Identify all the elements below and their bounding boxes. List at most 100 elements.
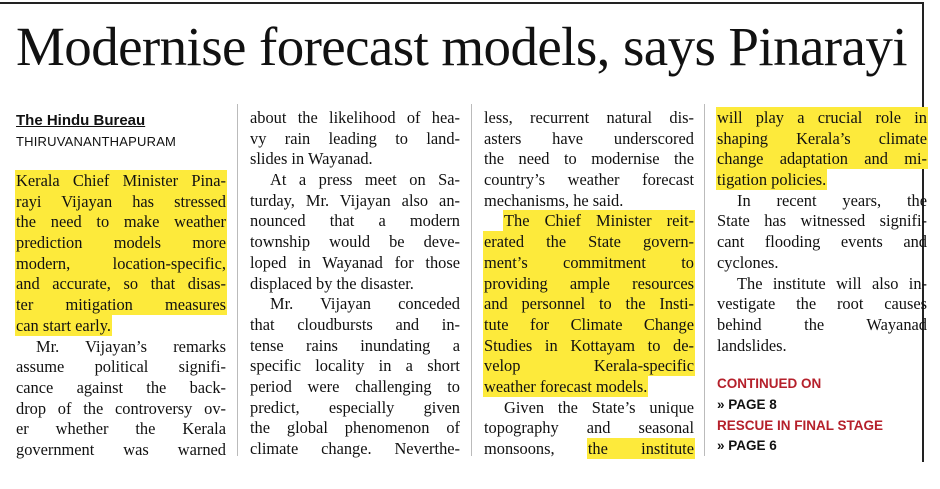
frame-rule [922, 2, 924, 462]
text-line: asters have underscored [484, 129, 694, 150]
text-line: assume political signifi- [16, 357, 226, 378]
text-line: about the likelihood of hea- [250, 108, 460, 129]
text-line: modern, location-specific, [16, 253, 226, 275]
text: Mr. Vijayan’s remarks [36, 336, 226, 356]
continued-page: » PAGE 8 [717, 396, 777, 412]
text: landslides. [717, 335, 787, 355]
highlighted-text: can start early. [16, 315, 111, 335]
text-line: The Chief Minister reit- [484, 211, 694, 232]
dateline: THIRUVANANTHAPURAM [16, 134, 177, 149]
text: vy rain leading to land- [250, 128, 460, 148]
text: cant flooding events and [717, 232, 927, 252]
text-line: prediction models more [16, 233, 226, 254]
text: climate change. Neverthe- [250, 439, 460, 458]
highlighted-text: erated the State govern- [484, 232, 694, 252]
text-line: the global phenomenon of [250, 418, 460, 439]
byline: The Hindu Bureau [16, 112, 146, 129]
column: less, recurrent natural dis-asters have … [484, 108, 694, 460]
text: Mr. Vijayan conceded [270, 294, 460, 314]
text-line: Kerala Chief Minister Pina- [16, 171, 226, 192]
text-line: erated the State govern- [484, 232, 694, 253]
text: At a press meet on Sa- [270, 170, 460, 190]
text-line: topography and seasonal [484, 418, 694, 439]
text: topography and seasonal [484, 418, 694, 438]
text-line: velop Kerala-specific [484, 356, 694, 377]
column-rule [237, 104, 238, 456]
text-line: drop of the controversy ov- [16, 399, 226, 420]
text: nounced that a modern [250, 211, 460, 231]
text-line: the need to make weather [16, 212, 226, 233]
text: mechanisms, he said. [484, 190, 624, 210]
text-line: rayi Vijayan has stressed [16, 191, 226, 213]
text-line: and personnel to the Insti- [484, 294, 694, 315]
text-line: change adaptation and mi- [717, 149, 927, 170]
text-line: climate change. Neverthe- [250, 439, 460, 460]
text-line: mechanisms, he said. [484, 191, 694, 212]
text: the global phenomenon of [250, 418, 460, 438]
highlighted-text: velop Kerala-specific [484, 356, 694, 376]
text: the need to modernise the [484, 149, 694, 169]
text: Given the State’s unique [504, 397, 694, 417]
text-line: tense rains inundating a [250, 336, 460, 357]
continued-page: » PAGE 6 [717, 438, 777, 454]
highlighted-text: shaping Kerala’s climate [717, 128, 927, 148]
text: loped in Wayanad for those [250, 252, 460, 272]
text-line: cant flooding events and [717, 232, 927, 253]
text: cyclones. [717, 252, 779, 272]
text: drop of the controversy ov- [16, 398, 226, 418]
text-line: vy rain leading to land- [250, 129, 460, 150]
text: er whether the Kerala [16, 419, 226, 439]
text: township would be deve- [250, 232, 460, 252]
highlighted-text: ter mitigation measures [16, 295, 226, 315]
text-line: slides in Wayanad. [250, 149, 460, 170]
text: cance against the back- [16, 377, 226, 397]
highlighted-text: will play a crucial role in [717, 108, 927, 127]
text-line: government was warned [16, 440, 226, 461]
highlighted-text: and accurate, so that disas- [16, 274, 226, 294]
text-line: monsoons, the institute [484, 439, 694, 460]
text: vestigate the root causes [717, 294, 927, 314]
text-line: Given the State’s unique [484, 398, 694, 419]
text-line: the need to modernise the [484, 149, 694, 170]
text-line: State has witnessed signifi- [717, 211, 927, 232]
text: predict, especially given [250, 397, 460, 417]
text: specific locality in a short [250, 356, 460, 376]
text-line: weather forecast models. [484, 376, 694, 398]
text-line: Mr. Vijayan’s remarks [16, 337, 226, 358]
text-line: predict, especially given [250, 398, 460, 419]
text-line: less, recurrent natural dis- [484, 108, 694, 129]
text-line: shaping Kerala’s climate [717, 128, 927, 150]
text: turday, Mr. Vijayan also an- [250, 190, 460, 210]
text-line: landslides. [717, 336, 927, 357]
highlighted-text: tigation policies. [717, 170, 827, 190]
text-line: cance against the back- [16, 378, 226, 399]
text-line: providing ample resources [484, 273, 694, 295]
column-rule [471, 104, 472, 456]
text: monsoons, [484, 439, 555, 458]
text-line: and accurate, so that disas- [16, 274, 226, 295]
text-line: Studies in Kottayam to de- [484, 335, 694, 357]
text-line: township would be deve- [250, 232, 460, 253]
text-line: tute for Climate Change [484, 314, 694, 336]
column-rule [704, 104, 705, 456]
text: country’s weather forecast [484, 170, 694, 190]
highlighted-text: The Chief Minister reit- [504, 211, 694, 231]
column: about the likelihood of hea-vy rain lead… [250, 108, 460, 460]
highlighted-text: change adaptation and mi- [717, 149, 927, 169]
text-line: cyclones. [717, 253, 927, 274]
text-line: nounced that a modern [250, 211, 460, 232]
highlighted-text: the institute [587, 439, 694, 458]
text-line: country’s weather forecast [484, 170, 694, 191]
continued-label: CONTINUED ON [717, 376, 822, 392]
text: slides in Wayanad. [250, 149, 373, 169]
text-line: turday, Mr. Vijayan also an- [250, 191, 460, 212]
column: The Hindu Bureau THIRUVANANTHAPURAM Kerala… [16, 110, 226, 461]
highlighted-text: and personnel to the Insti- [484, 294, 694, 314]
text: In recent years, the [737, 190, 927, 210]
text-line: displaced by the disaster. [250, 274, 460, 295]
text-line: At a press meet on Sa- [250, 170, 460, 191]
text-line: The institute will also in- [717, 274, 927, 295]
text-line: loped in Wayanad for those [250, 253, 460, 274]
text: displaced by the disaster. [250, 273, 414, 293]
text-line: Mr. Vijayan conceded [250, 294, 460, 315]
